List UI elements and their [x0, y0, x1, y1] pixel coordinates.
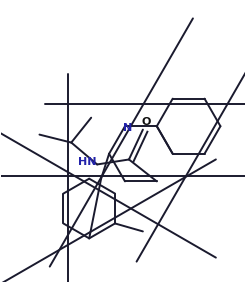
Text: O: O	[141, 117, 151, 127]
Text: HN: HN	[78, 157, 96, 168]
Text: N: N	[123, 123, 133, 133]
